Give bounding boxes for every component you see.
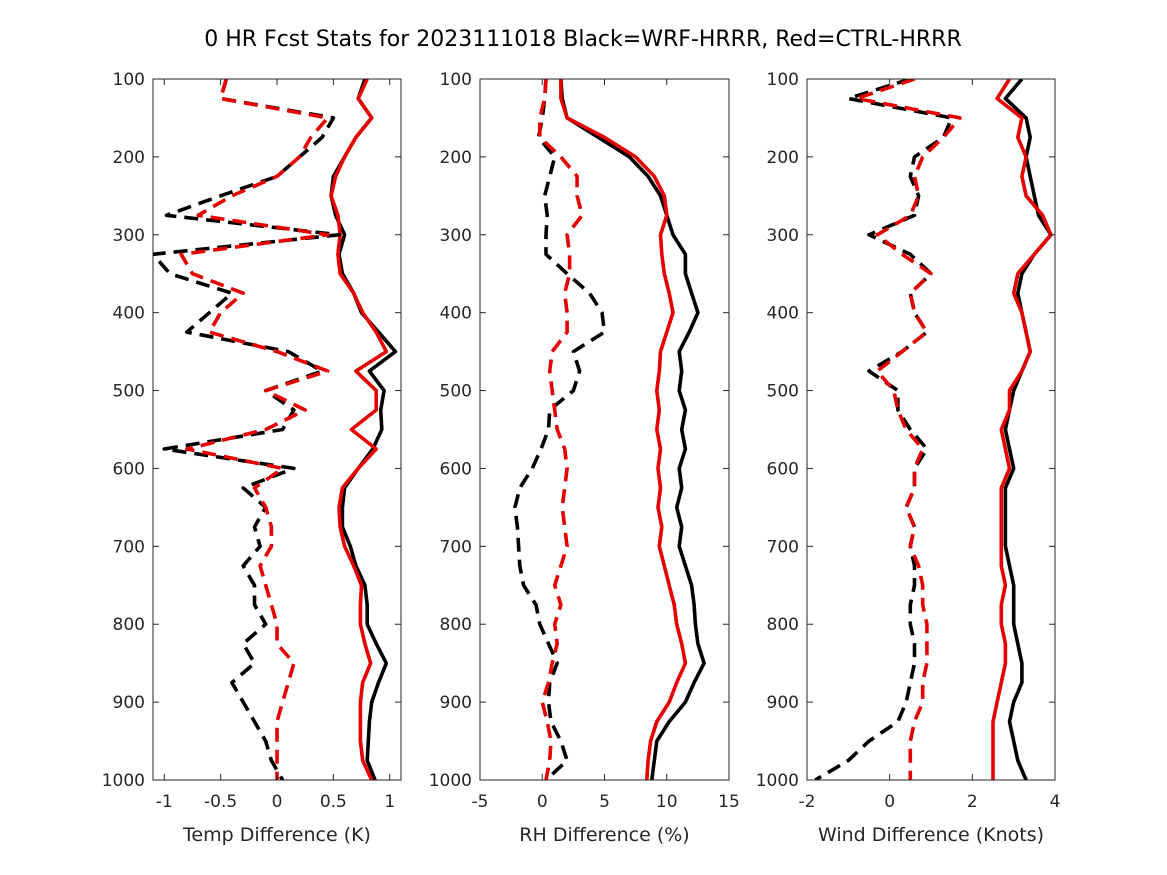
x-tick-label: 4 — [1050, 792, 1061, 812]
y-tick-label: 700 — [767, 537, 799, 557]
y-tick-label: 100 — [113, 70, 145, 90]
x-tick-label: 0 — [272, 792, 283, 812]
series-line-red-solid — [991, 79, 1053, 780]
panel-1: 100 200 300 400 500 600 700 800 900 1000 -1 -0.5 0 0.… — [102, 70, 402, 846]
axes-box — [806, 78, 1056, 781]
y-tick-label: 300 — [767, 226, 799, 246]
x-axis-title: Temp Difference (K) — [182, 824, 371, 846]
x-tick-label: -1 — [156, 792, 173, 812]
series-line-black-dashed — [814, 79, 954, 780]
y-tick-label: 900 — [113, 693, 145, 713]
x-tick-label: 0.5 — [320, 792, 347, 812]
y-tick-label: 300 — [440, 226, 472, 246]
series-line-red-solid — [329, 79, 389, 780]
y-tick-label: 200 — [113, 148, 145, 168]
axes-box — [479, 78, 730, 781]
x-tick-label: -2 — [799, 792, 816, 812]
x-tick-label: 0 — [884, 792, 895, 812]
y-tick-label: 800 — [440, 615, 472, 635]
y-tick-label: 100 — [767, 70, 799, 90]
series-line-black-solid — [559, 79, 706, 780]
series-group — [814, 79, 1053, 780]
y-tick-label: 500 — [113, 382, 145, 402]
x-tick-label: 15 — [718, 792, 740, 812]
x-tick-label: 0 — [537, 792, 548, 812]
series-group — [153, 79, 398, 780]
y-tick-label: 900 — [440, 693, 472, 713]
panel-3: 100 200 300 400 500 600 700 800 900 1000-2 0 2 4 Wind… — [756, 70, 1061, 846]
series-line-red-dashed — [537, 79, 584, 780]
series-line-black-dashed — [513, 79, 607, 780]
series-line-black-solid — [1003, 79, 1053, 780]
series-line-red-solid — [559, 79, 688, 780]
series-line-black-dashed — [153, 79, 341, 780]
y-tick-label: 500 — [767, 382, 799, 402]
y-tick-label: 1000 — [429, 771, 472, 791]
x-axis-title: RH Difference (%) — [519, 824, 689, 846]
series-line-black-solid — [329, 79, 398, 780]
series-group — [513, 79, 706, 780]
y-tick-label: 300 — [113, 226, 145, 246]
y-tick-label: 600 — [440, 459, 472, 479]
y-tick-label: 800 — [113, 615, 145, 635]
chart-title: 0 HR Fcst Stats for 2023111018 Black=WRF… — [204, 27, 962, 52]
y-tick-label: 400 — [440, 304, 472, 324]
x-tick-label: 1 — [384, 792, 395, 812]
y-tick-label: 800 — [767, 615, 799, 635]
y-tick-label: 200 — [440, 148, 472, 168]
y-tick-label: 1000 — [756, 771, 799, 791]
y-tick-label: 600 — [113, 459, 145, 479]
x-tick-label: -5 — [472, 792, 489, 812]
panel-2: 100 200 300 400 500 600 700 800 900 1000-5 0 5 10 15 R… — [429, 70, 740, 846]
y-tick-label: 400 — [767, 304, 799, 324]
y-tick-label: 200 — [767, 148, 799, 168]
y-tick-label: 900 — [767, 693, 799, 713]
x-tick-label: 10 — [656, 792, 678, 812]
y-tick-label: 100 — [440, 70, 472, 90]
y-tick-label: 700 — [113, 537, 145, 557]
series-line-red-dashed — [179, 79, 330, 780]
x-tick-label: -0.5 — [204, 792, 237, 812]
y-tick-label: 1000 — [102, 771, 145, 791]
y-tick-label: 500 — [440, 382, 472, 402]
x-tick-label: 2 — [967, 792, 978, 812]
y-tick-label: 600 — [767, 459, 799, 479]
y-tick-label: 700 — [440, 537, 472, 557]
x-tick-label: 5 — [599, 792, 610, 812]
y-tick-label: 400 — [113, 304, 145, 324]
x-axis-title: Wind Difference (Knots) — [818, 824, 1044, 846]
